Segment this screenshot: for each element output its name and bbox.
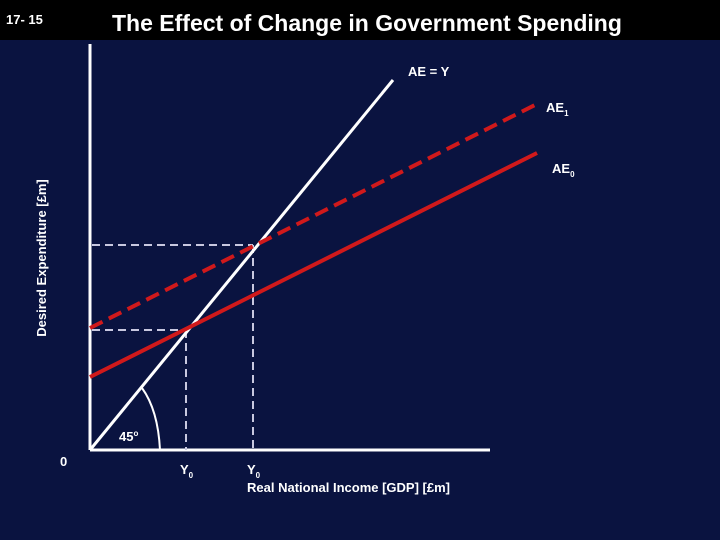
y-axis-label: Desired Expenditure [£m] [34,179,49,337]
slide-title: The Effect of Change in Government Spend… [112,10,622,36]
ae1-label: AE1 [546,100,569,118]
y1-tick-label: Y0 [247,462,261,480]
angle-arc [141,387,161,451]
ae0-line [89,151,538,379]
slide-number: 17- 15 [6,12,43,27]
angle-label: 45o [119,429,138,444]
y0-tick-label: Y0 [180,462,194,480]
ae0-label: AE0 [552,161,575,179]
x-axis-label: Real National Income [GDP] [£m] [247,480,450,495]
ae-equals-y-line [88,79,395,451]
title-bar: 17- 15 The Effect of Change in Governmen… [0,0,720,40]
origin-label: 0 [60,454,67,469]
ae-equals-y-label: AE = Y [408,64,450,79]
ae1-line [89,102,538,330]
